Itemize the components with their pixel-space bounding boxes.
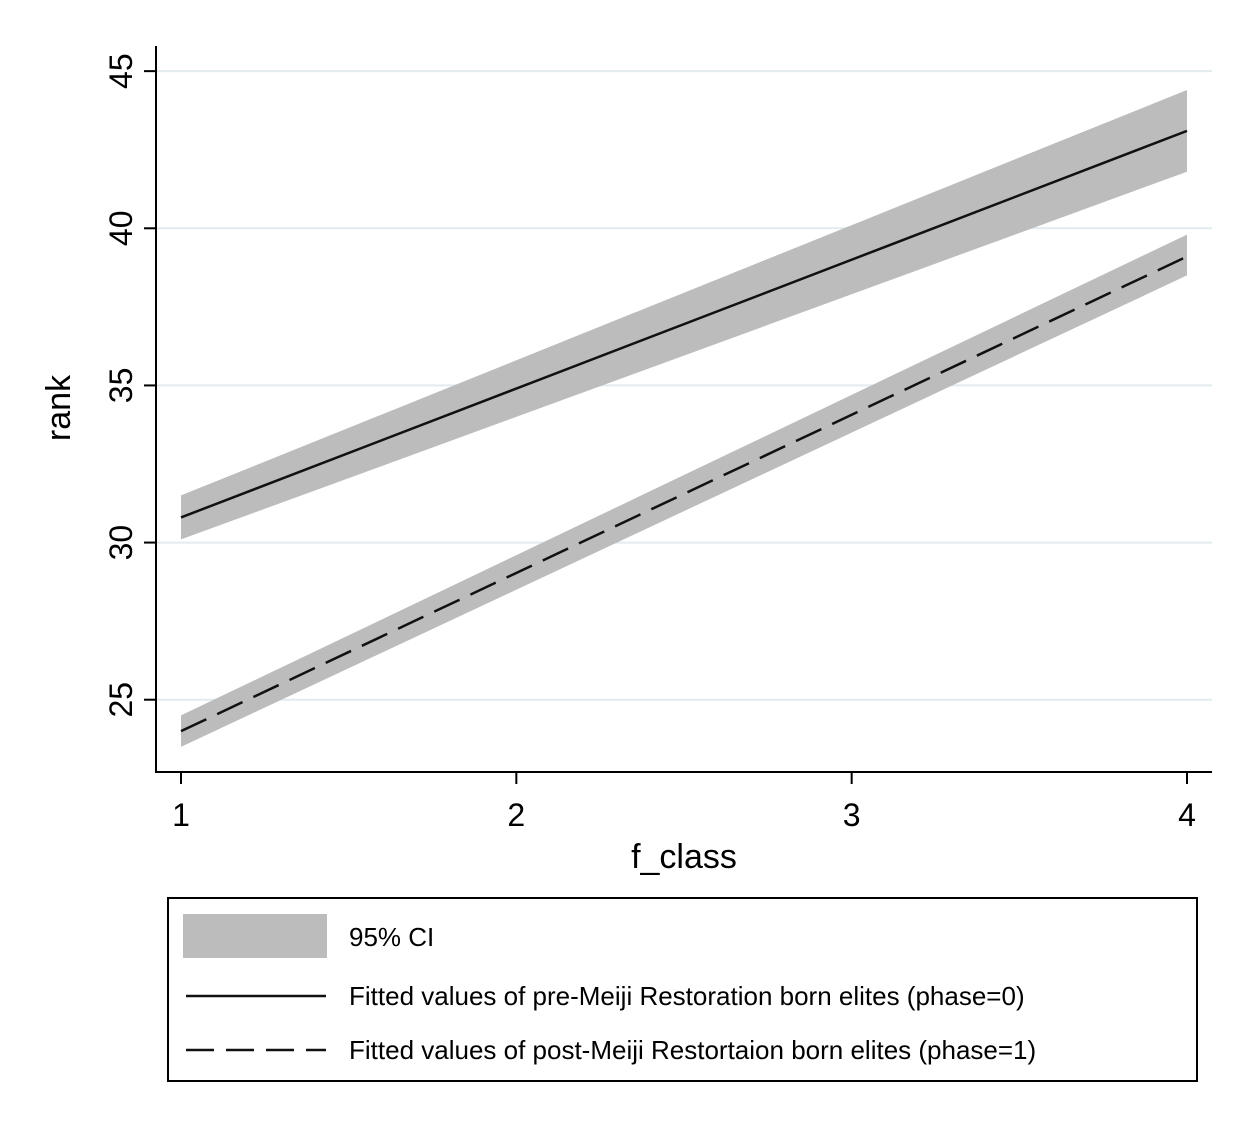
y-axis-title: rank — [40, 374, 78, 441]
x-tick-label: 1 — [172, 797, 190, 833]
y-tick-label: 30 — [103, 525, 139, 561]
legend-swatch-ci — [183, 914, 327, 958]
y-axis-ticks: 25 30 35 40 45 — [103, 53, 156, 718]
ci-band-series-1 — [181, 90, 1187, 540]
x-tick-label: 4 — [1178, 797, 1196, 833]
x-tick-label: 2 — [507, 797, 525, 833]
y-tick-label: 35 — [103, 368, 139, 404]
x-axis-title: f_class — [631, 838, 737, 876]
legend-label: Fitted values of post-Meiji Restortaion … — [349, 1035, 1036, 1065]
y-tick-label: 40 — [103, 210, 139, 246]
legend-box — [167, 897, 1198, 1082]
fitted-lines — [180, 129, 1188, 733]
ci-bands — [181, 90, 1187, 747]
grid-lines — [157, 70, 1212, 701]
fitted-line-series-1 — [180, 129, 1188, 519]
legend-label: Fitted values of pre-Meiji Restoration b… — [349, 981, 1025, 1011]
x-tick-label: 3 — [843, 797, 861, 833]
y-tick-label: 25 — [103, 682, 139, 718]
fitted-line-series-2 — [180, 255, 1188, 733]
ci-band-series-2 — [181, 234, 1187, 747]
legend-label: 95% CI — [349, 922, 434, 952]
y-tick-label: 45 — [103, 53, 139, 89]
x-axis-ticks: 1 2 3 4 — [172, 772, 1196, 833]
axes — [155, 46, 1212, 773]
legend: 95% CI Fitted values of pre-Meiji Restora… — [167, 897, 1198, 1082]
